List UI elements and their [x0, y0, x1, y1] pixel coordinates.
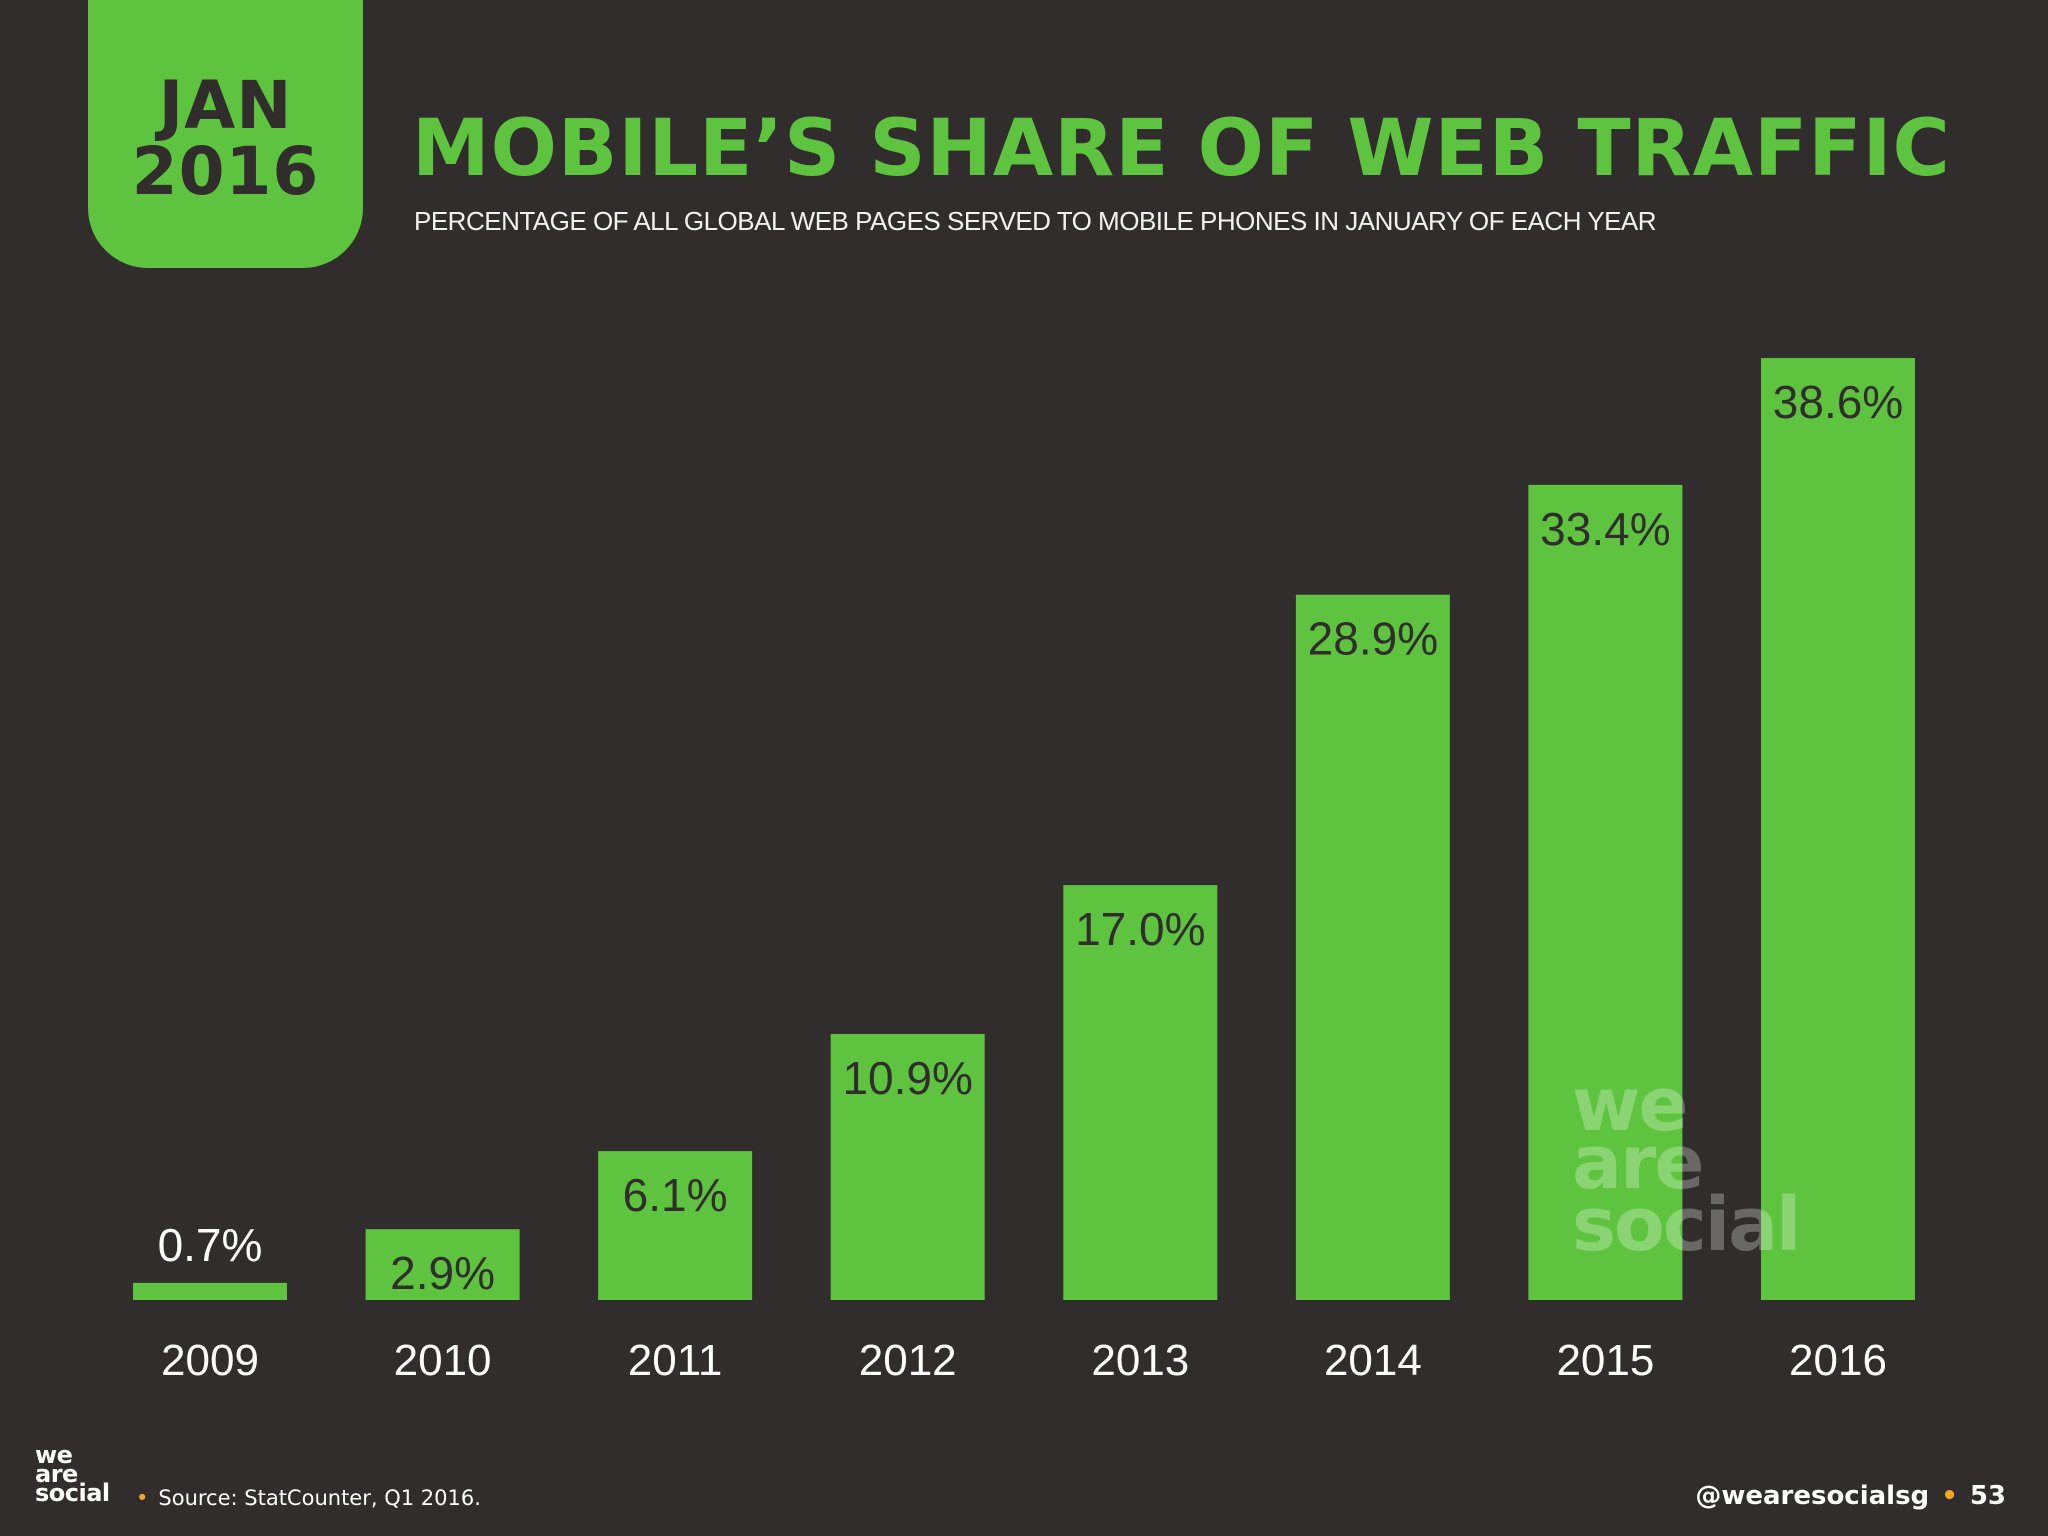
x-tick-2012: 2012: [859, 1336, 957, 1385]
x-tick-2011: 2011: [628, 1336, 723, 1385]
page-number: 53: [1969, 1481, 2006, 1511]
badge-year: 2016: [131, 133, 320, 210]
x-tick-2013: 2013: [1091, 1336, 1189, 1385]
x-tick-2009: 2009: [161, 1336, 259, 1385]
bar-2013: [1063, 885, 1218, 1300]
data-label-2012: 10.9%: [842, 1052, 972, 1104]
data-label-2010: 2.9%: [390, 1247, 495, 1299]
footer-source: • Source: StatCounter, Q1 2016.: [136, 1484, 481, 1512]
data-label-2013: 17.0%: [1075, 903, 1205, 955]
bar-2016: [1761, 358, 1915, 1300]
labels-layer: 0.7% 2.9% 6.1% 10.9% 17.0% 28.9% 33.4% 38.6%: [158, 376, 1904, 1299]
bar-2011: [598, 1151, 753, 1300]
date-badge: JAN 2016: [88, 0, 363, 268]
bullet-separator: •: [136, 1486, 149, 1510]
x-tick-2014: 2014: [1324, 1336, 1422, 1385]
x-tick-2016: 2016: [1789, 1336, 1887, 1385]
bar-2012: [830, 1034, 985, 1300]
page-subtitle: PERCENTAGE OF ALL GLOBAL WEB PAGES SERVE…: [414, 206, 1657, 236]
footer-right: @wearesocialsg • 53: [1695, 1480, 2006, 1512]
bar-2014: [1295, 594, 1450, 1300]
source-text: Source: StatCounter, Q1 2016.: [158, 1486, 481, 1510]
bar-2015: [1528, 484, 1683, 1300]
page-title: MOBILE’S SHARE OF WEB TRAFFIC: [412, 104, 1951, 194]
x-tick-2010: 2010: [394, 1336, 492, 1385]
bars-layer: [133, 358, 1915, 1300]
bar-2009: [133, 1282, 287, 1300]
bullet-separator-right: •: [1941, 1481, 1958, 1511]
bar-2010: [365, 1229, 520, 1300]
data-label-2009: 0.7%: [158, 1219, 263, 1271]
data-label-2016: 38.6%: [1773, 376, 1903, 428]
watermark-logo: we are social: [1572, 1062, 1801, 1268]
data-label-2011: 6.1%: [623, 1169, 728, 1221]
badge-month: JAN: [158, 67, 293, 144]
ticks-layer: 2009 2010 2011 2012 2013 2014 2015 2016: [161, 1336, 1887, 1385]
footer-logo: we are social: [35, 1441, 110, 1507]
data-label-2014: 28.9%: [1308, 613, 1438, 665]
data-label-2015: 33.4%: [1540, 503, 1670, 555]
x-tick-2015: 2015: [1556, 1336, 1654, 1385]
social-handle: @wearesocialsg: [1695, 1481, 1930, 1511]
